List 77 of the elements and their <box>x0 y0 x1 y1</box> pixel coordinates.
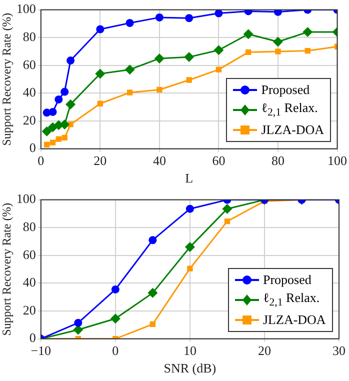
point <box>186 77 192 83</box>
legend-label: JLZA-DOA <box>261 121 324 140</box>
point <box>155 13 164 22</box>
legend-label: ℓ$_{2,1}$ Relax. <box>263 288 320 310</box>
point <box>95 68 106 79</box>
x-tick-label: −10 <box>30 343 52 358</box>
point <box>187 266 193 272</box>
point <box>124 64 135 75</box>
legend-label: Proposed <box>261 80 310 99</box>
y-tick-label: 40 <box>22 274 36 290</box>
point <box>272 36 283 47</box>
point <box>224 218 230 224</box>
point <box>214 45 224 56</box>
x-tick-label: 80 <box>271 153 284 168</box>
y-tick-label: 60 <box>22 246 36 262</box>
point <box>156 86 162 93</box>
point <box>56 136 62 142</box>
point <box>97 100 103 106</box>
y-tick-label: 60 <box>22 56 36 72</box>
point <box>222 204 232 214</box>
y-tick-label: 0 <box>29 330 36 346</box>
point <box>62 134 68 141</box>
point <box>246 49 252 56</box>
point <box>304 48 310 54</box>
legend-label: Proposed <box>263 270 312 289</box>
y-tick-label: 100 <box>16 191 36 206</box>
point <box>66 56 75 65</box>
point <box>48 108 57 116</box>
point <box>54 95 63 104</box>
x-tick-label: 20 <box>258 343 271 358</box>
point <box>96 25 104 34</box>
point <box>50 140 56 146</box>
point <box>148 288 158 298</box>
x-tick-label: 40 <box>152 153 166 168</box>
point <box>73 324 84 335</box>
point <box>184 242 195 252</box>
point <box>60 119 70 130</box>
point <box>126 19 134 28</box>
point <box>74 318 82 327</box>
x-tick-label: 100 <box>328 153 347 168</box>
point <box>44 142 50 148</box>
legend-label: JLZA-DOA <box>263 311 326 330</box>
point <box>150 321 156 328</box>
point <box>274 10 282 16</box>
point <box>110 314 120 324</box>
x-tick-label: 20 <box>94 153 107 168</box>
y-tick-label: 20 <box>22 112 36 128</box>
y-tick-label: 80 <box>22 29 36 44</box>
y-axis-title: Support Recovery Rate (%) <box>0 12 14 146</box>
point <box>186 204 194 213</box>
x-tick-label: 0 <box>112 343 119 358</box>
point <box>302 27 313 38</box>
x-axis-title: SNR (dB) <box>164 360 216 376</box>
point <box>275 48 281 54</box>
y-tick-label: 0 <box>29 140 36 156</box>
point <box>214 10 223 18</box>
x-tick-label: 60 <box>212 153 226 168</box>
point <box>185 14 194 22</box>
x-tick-label: 10 <box>183 343 196 358</box>
point <box>154 53 164 64</box>
y-axis-title: Support Recovery Rate (%) <box>0 202 14 336</box>
point <box>126 90 133 96</box>
y-tick-label: 40 <box>22 84 36 100</box>
y-tick-label: 80 <box>22 219 36 234</box>
point <box>243 29 254 40</box>
y-tick-label: 20 <box>22 302 36 318</box>
point <box>148 236 157 244</box>
x-tick-label: 30 <box>332 343 346 358</box>
y-tick-label: 100 <box>16 1 36 16</box>
point <box>42 126 52 136</box>
x-axis-title: L <box>185 170 194 186</box>
point <box>111 285 120 294</box>
point <box>60 88 69 96</box>
point <box>184 52 194 62</box>
point <box>66 99 76 110</box>
legend-label: ℓ$_{2,1}$ Relax. <box>261 98 318 120</box>
point <box>216 66 222 72</box>
